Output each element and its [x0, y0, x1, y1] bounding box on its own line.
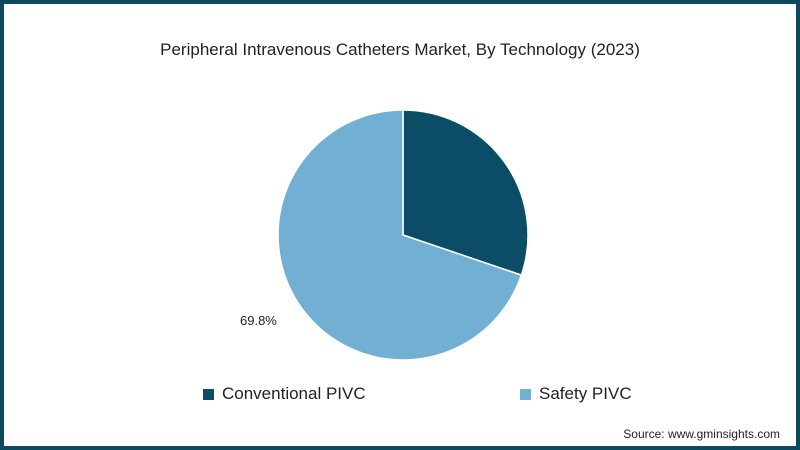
- legend-swatch-icon: [203, 388, 214, 400]
- pie-slice-conventional-pivc: [402, 109, 529, 277]
- legend-label: Safety PIVC: [539, 384, 632, 403]
- legend-label: Conventional PIVC: [222, 384, 366, 403]
- legend-item-safety-pivc: Safety PIVC: [520, 384, 632, 404]
- slice-label-safety-pivc: 69.8%: [240, 313, 277, 328]
- chart-title: Peripheral Intravenous Catheters Market,…: [160, 40, 640, 59]
- legend-item-conventional-pivc: Conventional PIVC: [203, 384, 366, 404]
- pie-slice-safety-pivc: [277, 109, 523, 361]
- source-note: Source: www.gminsights.com: [623, 427, 780, 441]
- legend-swatch-icon: [520, 388, 531, 400]
